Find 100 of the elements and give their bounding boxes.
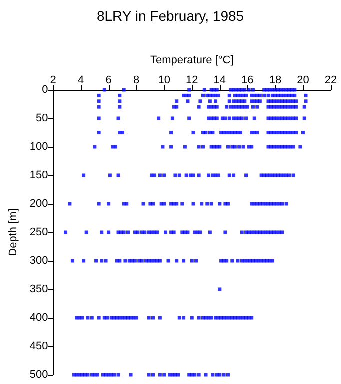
point <box>224 230 228 234</box>
x-axis-title: Temperature [°C] <box>150 54 234 66</box>
y-tick-label: 0 <box>42 84 48 96</box>
point <box>112 373 116 377</box>
point <box>82 174 86 178</box>
point <box>151 202 155 206</box>
point <box>158 259 162 263</box>
point <box>193 373 197 377</box>
point <box>172 230 176 234</box>
y-axis-title: Depth [m] <box>8 208 20 256</box>
point <box>198 100 202 104</box>
point <box>118 100 122 104</box>
point <box>182 259 186 263</box>
point <box>233 145 237 149</box>
y-tick-label: 250 <box>30 226 48 238</box>
point <box>116 116 120 120</box>
point <box>240 116 244 120</box>
point <box>114 145 118 149</box>
point <box>230 259 234 263</box>
point <box>293 94 297 98</box>
point <box>97 131 101 134</box>
point <box>258 94 262 98</box>
point <box>80 316 84 320</box>
x-tick-label: 16 <box>242 74 254 86</box>
y-tick-label: 200 <box>30 198 48 210</box>
point <box>256 131 260 134</box>
point <box>175 202 179 206</box>
point <box>190 316 194 320</box>
point <box>294 131 298 134</box>
point <box>204 373 208 377</box>
point <box>240 230 244 234</box>
point <box>170 116 174 120</box>
point <box>302 116 306 120</box>
point <box>192 131 196 134</box>
point <box>176 373 180 377</box>
point <box>288 174 292 178</box>
point <box>251 105 255 109</box>
point <box>143 230 147 234</box>
point <box>170 131 174 134</box>
point <box>70 259 74 263</box>
point <box>228 94 232 98</box>
point <box>200 202 204 206</box>
point <box>292 145 296 149</box>
point <box>207 174 211 178</box>
y-tick-label: 300 <box>30 255 48 267</box>
point <box>294 116 298 120</box>
point <box>215 105 219 109</box>
point <box>243 88 247 92</box>
point <box>140 259 144 263</box>
point <box>224 116 228 120</box>
point <box>197 316 201 320</box>
point <box>118 259 122 263</box>
point <box>125 202 129 206</box>
point <box>226 145 230 149</box>
point <box>226 373 230 377</box>
point <box>102 88 106 92</box>
point <box>97 94 101 98</box>
point <box>180 202 184 206</box>
point <box>280 202 284 206</box>
point <box>197 174 201 178</box>
x-tick-label: 22 <box>324 74 338 86</box>
x-tick-label: 6 <box>106 74 112 86</box>
point <box>194 259 198 263</box>
point <box>243 100 247 104</box>
point <box>104 259 108 263</box>
point <box>175 259 179 263</box>
x-tick-label: 12 <box>186 74 198 86</box>
point <box>157 116 161 120</box>
point <box>201 145 205 149</box>
point <box>147 316 151 320</box>
x-tick-label: 10 <box>158 74 170 86</box>
point <box>100 230 104 234</box>
point <box>218 288 222 292</box>
point <box>218 202 222 206</box>
point <box>122 88 126 92</box>
point <box>210 316 214 320</box>
point <box>262 94 266 98</box>
point <box>188 116 192 120</box>
point <box>242 145 246 149</box>
point <box>238 131 242 134</box>
point <box>222 373 226 377</box>
point <box>86 316 90 320</box>
point <box>134 316 138 320</box>
point <box>186 230 190 234</box>
point <box>147 373 151 377</box>
point <box>166 259 170 263</box>
point <box>201 94 205 98</box>
point <box>294 105 298 109</box>
point <box>93 145 97 149</box>
point <box>215 88 219 92</box>
point <box>266 94 270 98</box>
point <box>258 100 262 104</box>
point <box>228 174 232 178</box>
point <box>97 116 101 120</box>
point <box>190 259 194 263</box>
point <box>232 174 236 178</box>
point <box>228 116 232 120</box>
point <box>214 100 218 104</box>
point <box>126 230 130 234</box>
point <box>84 230 88 234</box>
